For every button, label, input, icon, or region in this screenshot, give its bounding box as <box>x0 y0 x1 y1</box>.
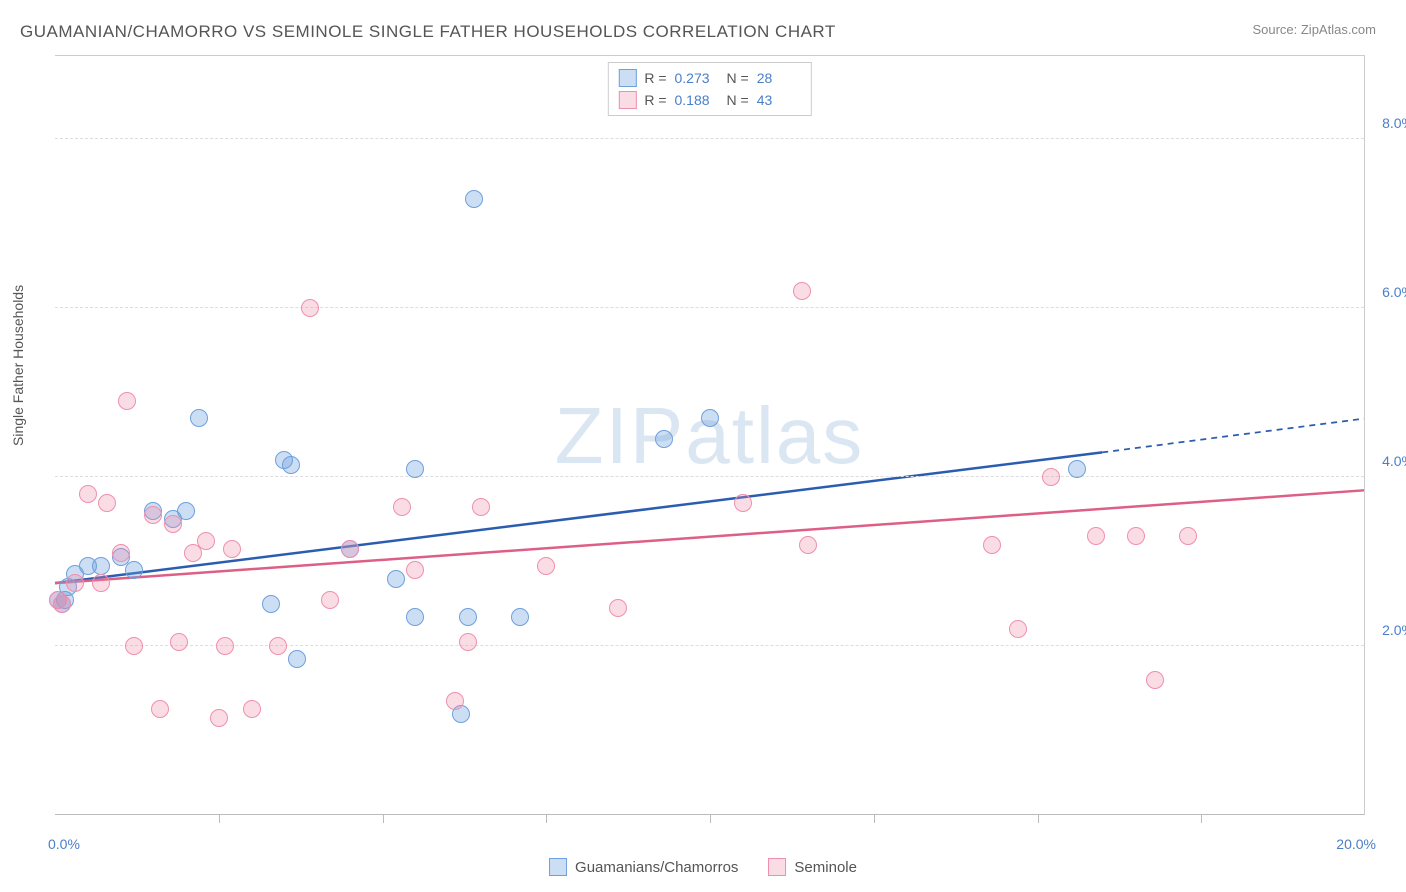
gridline <box>55 645 1364 646</box>
x-tick-mark <box>1038 815 1039 823</box>
data-point <box>79 485 97 503</box>
swatch-guam <box>618 69 636 87</box>
data-point <box>734 494 752 512</box>
data-point <box>197 532 215 550</box>
R-label: R = <box>644 67 666 89</box>
data-point <box>1068 460 1086 478</box>
data-point <box>472 498 490 516</box>
data-point <box>537 557 555 575</box>
y-tick-label: 4.0% <box>1382 453 1406 469</box>
data-point <box>393 498 411 516</box>
data-point <box>243 700 261 718</box>
data-point <box>98 494 116 512</box>
data-point <box>118 392 136 410</box>
R-value-seminole: 0.188 <box>675 89 719 111</box>
data-point <box>701 409 719 427</box>
source-label: Source: <box>1252 22 1300 37</box>
x-tick-mark <box>383 815 384 823</box>
data-point <box>216 637 234 655</box>
data-point <box>269 637 287 655</box>
x-axis-max: 20.0% <box>1336 836 1376 852</box>
trend-line-extrapolated <box>1102 419 1364 453</box>
data-point <box>190 409 208 427</box>
data-point <box>282 456 300 474</box>
y-axis-label: Single Father Households <box>10 285 26 446</box>
y-tick-label: 6.0% <box>1382 284 1406 300</box>
x-tick-mark <box>219 815 220 823</box>
R-value-guam: 0.273 <box>675 67 719 89</box>
data-point <box>66 574 84 592</box>
data-point <box>1146 671 1164 689</box>
y-tick-label: 2.0% <box>1382 622 1406 638</box>
N-label: N = <box>727 67 749 89</box>
x-tick-mark <box>874 815 875 823</box>
data-point <box>609 599 627 617</box>
N-value-seminole: 43 <box>757 89 801 111</box>
data-point <box>655 430 673 448</box>
data-point <box>1009 620 1027 638</box>
data-point <box>125 561 143 579</box>
trend-line <box>55 490 1364 583</box>
data-point <box>53 595 71 613</box>
stats-row-guam: R = 0.273 N = 28 <box>618 67 800 89</box>
x-tick-mark <box>546 815 547 823</box>
data-point <box>446 692 464 710</box>
legend-label-seminole: Seminole <box>794 859 857 876</box>
data-point <box>459 608 477 626</box>
data-point <box>511 608 529 626</box>
data-point <box>112 544 130 562</box>
gridline <box>55 138 1364 139</box>
data-point <box>321 591 339 609</box>
data-point <box>288 650 306 668</box>
data-point <box>210 709 228 727</box>
R-label: R = <box>644 89 666 111</box>
data-point <box>387 570 405 588</box>
stats-row-seminole: R = 0.188 N = 43 <box>618 89 800 111</box>
data-point <box>1127 527 1145 545</box>
data-point <box>144 506 162 524</box>
data-point <box>262 595 280 613</box>
data-point <box>301 299 319 317</box>
stats-legend-box: R = 0.273 N = 28 R = 0.188 N = 43 <box>607 62 811 116</box>
source-name: ZipAtlas.com <box>1301 22 1376 37</box>
legend-item-seminole: Seminole <box>768 858 857 876</box>
x-tick-mark <box>1201 815 1202 823</box>
data-point <box>983 536 1001 554</box>
scatter-plot-area: ZIPatlas R = 0.273 N = 28 R = 0.188 N = … <box>55 55 1365 815</box>
data-point <box>341 540 359 558</box>
x-tick-mark <box>710 815 711 823</box>
data-point <box>92 574 110 592</box>
source-attribution: Source: ZipAtlas.com <box>1252 22 1376 37</box>
gridline <box>55 307 1364 308</box>
data-point <box>92 557 110 575</box>
series-legend: Guamanians/Chamorros Seminole <box>549 858 857 876</box>
data-point <box>170 633 188 651</box>
data-point <box>799 536 817 554</box>
data-point <box>151 700 169 718</box>
y-tick-label: 8.0% <box>1382 115 1406 131</box>
legend-label-guam: Guamanians/Chamorros <box>575 859 738 876</box>
data-point <box>459 633 477 651</box>
N-label: N = <box>727 89 749 111</box>
data-point <box>125 637 143 655</box>
data-point <box>1042 468 1060 486</box>
swatch-guam <box>549 858 567 876</box>
data-point <box>164 515 182 533</box>
data-point <box>406 608 424 626</box>
data-point <box>1179 527 1197 545</box>
data-point <box>406 561 424 579</box>
data-point <box>793 282 811 300</box>
x-axis-min: 0.0% <box>48 836 80 852</box>
swatch-seminole <box>618 91 636 109</box>
trend-line <box>55 452 1102 583</box>
N-value-guam: 28 <box>757 67 801 89</box>
data-point <box>223 540 241 558</box>
swatch-seminole <box>768 858 786 876</box>
legend-item-guam: Guamanians/Chamorros <box>549 858 738 876</box>
chart-title: GUAMANIAN/CHAMORRO VS SEMINOLE SINGLE FA… <box>20 22 836 42</box>
data-point <box>1087 527 1105 545</box>
data-point <box>406 460 424 478</box>
data-point <box>465 190 483 208</box>
gridline <box>55 476 1364 477</box>
